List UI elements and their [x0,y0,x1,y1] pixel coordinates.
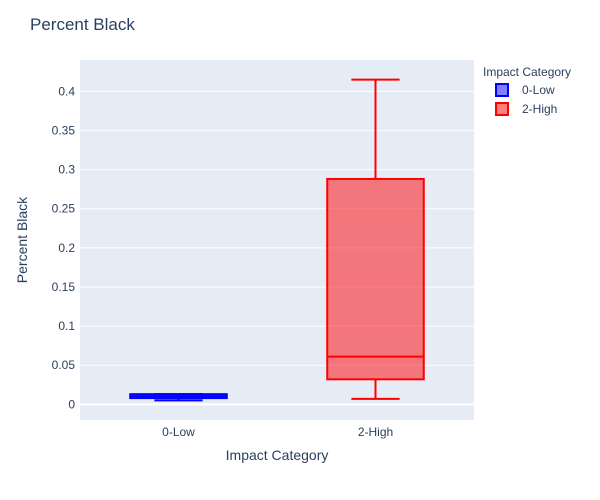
y-tick-label: 0.25 [52,202,76,216]
box-2-High [326,78,425,400]
y-tick-label: 0.05 [52,358,76,372]
boxes [129,78,425,402]
y-tick-label: 0.3 [58,163,75,177]
iqr-box [326,177,425,381]
y-tick-label: 0.15 [52,280,76,294]
box-0-Low [129,393,228,402]
y-axis-title: Percent Black [14,196,30,283]
y-tick-label: 0.4 [58,84,75,98]
y-tick-label: 0.35 [52,123,76,137]
y-tick-label: 0.2 [58,241,75,255]
x-axis-title: Impact Category [226,447,329,463]
legend-label: 0-Low [522,83,555,97]
x-tick-label: 0-Low [162,425,195,439]
chart-title: Percent Black [30,15,135,34]
legend: Impact Category 0-Low 2-High [483,65,571,116]
legend-swatch [495,83,509,97]
y-tick-labels: 0 0.05 0.1 0.15 0.2 0.25 0.3 0.35 0.4 [52,84,76,411]
y-tick-label: 0.1 [58,319,75,333]
legend-label: 2-High [522,102,557,116]
x-tick-labels: 0-Low 2-High [162,425,393,439]
x-tick-label: 2-High [358,425,393,439]
legend-swatch [495,102,509,116]
legend-item-2-High[interactable]: 2-High [495,102,557,116]
y-gridlines [80,90,474,406]
legend-title: Impact Category [483,65,571,79]
y-tick-label: 0 [68,397,75,411]
legend-item-0-Low[interactable]: 0-Low [495,83,555,97]
